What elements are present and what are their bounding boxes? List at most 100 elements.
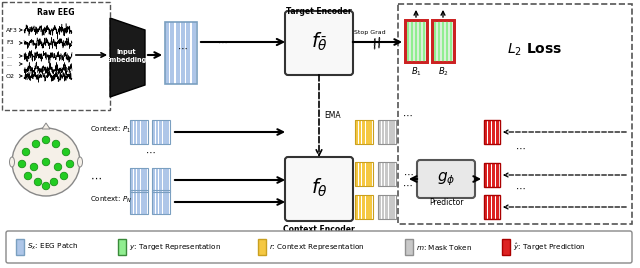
Circle shape: [32, 140, 40, 148]
Circle shape: [52, 140, 60, 148]
Bar: [170, 22, 174, 84]
Bar: [130, 168, 132, 192]
Text: $\cdots$: $\cdots$: [515, 183, 525, 193]
Bar: [152, 190, 170, 214]
Text: $\cdots$: $\cdots$: [402, 110, 412, 120]
Bar: [405, 239, 413, 255]
Bar: [405, 20, 427, 62]
Bar: [175, 22, 180, 84]
Circle shape: [34, 178, 42, 186]
Bar: [145, 120, 147, 144]
Text: ...: ...: [6, 54, 12, 58]
Bar: [166, 190, 169, 214]
Bar: [492, 195, 495, 219]
Bar: [166, 120, 169, 144]
Bar: [488, 120, 491, 144]
Bar: [378, 162, 381, 186]
Text: $g_{\phi}$: $g_{\phi}$: [437, 170, 455, 188]
Ellipse shape: [77, 157, 83, 167]
Bar: [389, 120, 392, 144]
FancyBboxPatch shape: [285, 11, 353, 75]
Bar: [488, 195, 491, 219]
Polygon shape: [42, 123, 50, 129]
Text: $S_x$: EEG Patch: $S_x$: EEG Patch: [27, 242, 78, 252]
Bar: [378, 120, 381, 144]
Bar: [163, 190, 166, 214]
Bar: [355, 195, 373, 219]
Bar: [191, 22, 196, 84]
Text: Stop Grad: Stop Grad: [354, 30, 386, 35]
Bar: [405, 20, 427, 62]
FancyBboxPatch shape: [2, 2, 110, 110]
FancyBboxPatch shape: [285, 157, 353, 221]
Bar: [492, 163, 495, 187]
Bar: [258, 239, 266, 255]
Text: ...: ...: [6, 61, 12, 66]
Text: //: //: [371, 36, 383, 50]
Bar: [484, 195, 500, 219]
Bar: [378, 162, 396, 186]
FancyBboxPatch shape: [417, 160, 475, 198]
Text: Input
Embedding: Input Embedding: [106, 49, 147, 63]
Text: Context: $P_1$: Context: $P_1$: [90, 125, 131, 135]
Bar: [407, 20, 409, 62]
Text: $\cdots$: $\cdots$: [402, 180, 412, 190]
Bar: [369, 195, 372, 219]
Bar: [358, 195, 362, 219]
Bar: [358, 120, 362, 144]
Bar: [156, 168, 158, 192]
Text: $\cdots$: $\cdots$: [145, 147, 156, 157]
Bar: [355, 120, 358, 144]
Text: F3: F3: [6, 40, 13, 46]
Bar: [362, 162, 365, 186]
FancyBboxPatch shape: [6, 231, 632, 263]
Bar: [141, 190, 143, 214]
Bar: [134, 120, 136, 144]
Bar: [432, 20, 454, 62]
Text: Target Encoder: Target Encoder: [286, 7, 352, 16]
Bar: [130, 168, 148, 192]
Text: Context: $P_N$: Context: $P_N$: [90, 195, 132, 205]
Bar: [134, 190, 136, 214]
Bar: [434, 20, 436, 62]
Bar: [389, 162, 392, 186]
Circle shape: [42, 136, 50, 144]
Bar: [381, 162, 384, 186]
Bar: [366, 162, 369, 186]
Bar: [145, 168, 147, 192]
Text: $\cdots$: $\cdots$: [177, 43, 188, 53]
Text: Predictor: Predictor: [429, 198, 463, 207]
Bar: [130, 190, 148, 214]
Bar: [165, 22, 169, 84]
Circle shape: [30, 163, 38, 171]
Bar: [432, 20, 454, 62]
Bar: [152, 168, 170, 192]
Bar: [484, 163, 487, 187]
Text: AF3: AF3: [6, 28, 18, 32]
Text: $\cdots$: $\cdots$: [90, 173, 102, 183]
Bar: [134, 168, 136, 192]
Text: $B_2$: $B_2$: [438, 66, 449, 79]
Bar: [389, 195, 392, 219]
FancyArrowPatch shape: [316, 75, 322, 155]
Text: $f_{\bar{\theta}}$: $f_{\bar{\theta}}$: [310, 31, 328, 53]
Text: O2: O2: [6, 73, 15, 79]
Bar: [159, 168, 162, 192]
Bar: [355, 120, 373, 144]
Text: $\cdots$: $\cdots$: [403, 169, 413, 179]
Circle shape: [50, 178, 58, 186]
Text: Context Encoder: Context Encoder: [283, 225, 355, 234]
Bar: [152, 168, 155, 192]
Bar: [366, 195, 369, 219]
Text: $B_1$: $B_1$: [411, 66, 421, 79]
Bar: [163, 120, 166, 144]
Bar: [152, 120, 155, 144]
Bar: [152, 120, 170, 144]
Bar: [141, 120, 143, 144]
Bar: [165, 22, 197, 84]
Bar: [156, 120, 158, 144]
Bar: [378, 120, 396, 144]
Text: $m$: Mask Token: $m$: Mask Token: [416, 243, 472, 251]
Bar: [446, 20, 448, 62]
Bar: [381, 120, 384, 144]
